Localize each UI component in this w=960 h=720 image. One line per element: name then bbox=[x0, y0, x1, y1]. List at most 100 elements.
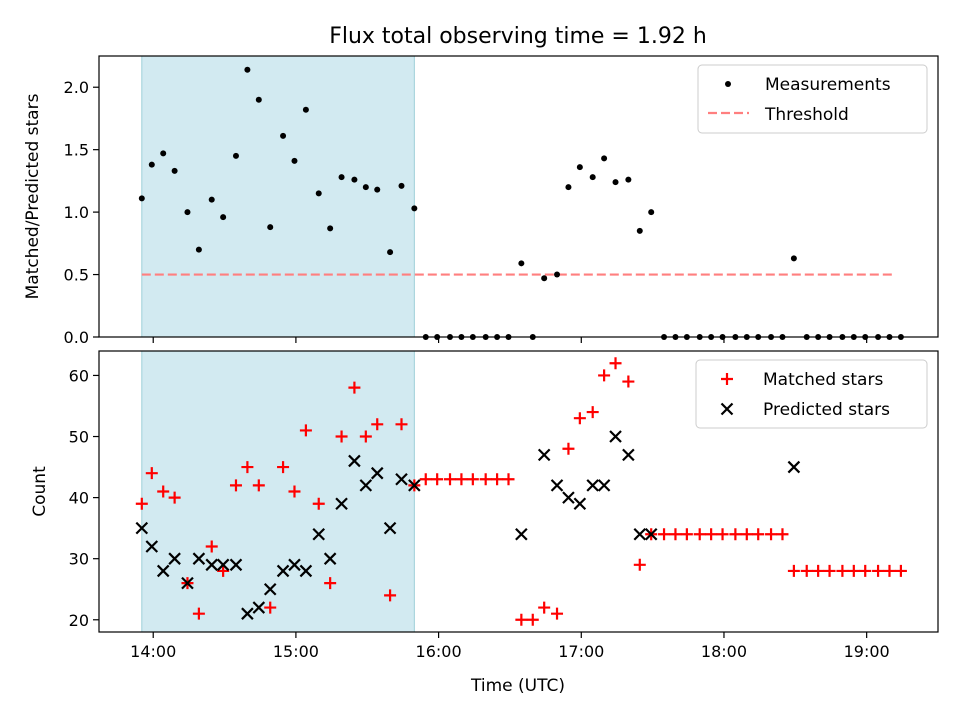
legend-measurements-marker bbox=[725, 81, 731, 87]
chart-title: Flux total observing time = 1.92 h bbox=[329, 24, 707, 49]
measurement-point bbox=[148, 161, 155, 168]
predicted-star-point bbox=[135, 521, 149, 535]
predicted-star-point bbox=[229, 558, 243, 572]
matched-star-point bbox=[729, 528, 742, 541]
measurement-point bbox=[220, 214, 227, 221]
predicted-star-point bbox=[537, 448, 551, 462]
matched-star-point bbox=[359, 430, 372, 443]
matched-star-point bbox=[538, 601, 551, 614]
x-tick-label: 15:00 bbox=[273, 642, 319, 661]
measurement-point bbox=[327, 225, 334, 232]
legend-matched-marker bbox=[721, 373, 733, 385]
matched-star-point bbox=[693, 528, 706, 541]
measurement-point bbox=[362, 184, 369, 191]
predicted-star-point bbox=[348, 454, 361, 468]
matched-star-point bbox=[586, 406, 599, 419]
predicted-star-point bbox=[241, 607, 254, 620]
matched-star-point bbox=[859, 564, 872, 577]
predicted-star-point bbox=[644, 527, 658, 541]
top-x-tick-marks bbox=[152, 337, 868, 343]
top-y-axis: 0.0 0.5 1.0 1.5 2.0 bbox=[64, 78, 99, 347]
top-y-tick-label: 0.5 bbox=[64, 266, 89, 285]
matched-star-point bbox=[526, 613, 539, 626]
legend-measurements-label: Measurements bbox=[765, 75, 891, 95]
matched-star-point bbox=[299, 424, 312, 437]
matched-star-point bbox=[752, 528, 765, 541]
predicted-star-point bbox=[550, 479, 564, 492]
matched-star-point bbox=[680, 528, 693, 541]
measurement-point bbox=[244, 66, 251, 73]
predicted-star-point bbox=[205, 558, 219, 572]
predicted-star-point bbox=[597, 479, 611, 492]
bottom-y-tick-label: 20 bbox=[69, 611, 89, 630]
measurement-point bbox=[636, 227, 643, 234]
matched-star-point bbox=[847, 564, 860, 577]
matched-star-point bbox=[502, 473, 515, 486]
matched-star-point bbox=[598, 369, 611, 382]
matched-star-point bbox=[419, 473, 432, 486]
x-tick-label: 14:00 bbox=[130, 642, 176, 661]
predicted-star-point bbox=[335, 497, 348, 510]
matched-star-point bbox=[252, 479, 265, 492]
matched-star-point bbox=[800, 564, 813, 577]
predicted-star-point bbox=[395, 473, 408, 486]
matched-star-point bbox=[776, 528, 789, 541]
measurement-point bbox=[160, 150, 167, 157]
predicted-star-point bbox=[370, 466, 384, 480]
x-tick-label: 16:00 bbox=[416, 642, 462, 661]
top-y-tick-label: 0.0 bbox=[64, 328, 89, 347]
measurement-point bbox=[267, 224, 274, 231]
predicted-star-point bbox=[586, 479, 599, 492]
predicted-star-point bbox=[288, 558, 301, 572]
matched-star-point bbox=[573, 412, 586, 425]
predicted-star-point bbox=[192, 552, 206, 565]
matched-star-point bbox=[740, 528, 753, 541]
bottom-y-tick-label: 30 bbox=[69, 550, 89, 569]
matched-star-point bbox=[288, 485, 301, 498]
measurement-point bbox=[625, 176, 632, 183]
predicted-star-point bbox=[609, 430, 622, 443]
measurement-point bbox=[184, 209, 191, 216]
x-tick-label: 19:00 bbox=[844, 642, 890, 661]
predicted-star-point bbox=[299, 564, 313, 578]
measurement-point bbox=[576, 164, 583, 171]
measurement-point bbox=[338, 174, 345, 181]
x-tick-label: 17:00 bbox=[558, 642, 604, 661]
matched-star-point bbox=[217, 564, 230, 577]
matched-star-point bbox=[192, 607, 205, 620]
matched-star-point bbox=[765, 528, 778, 541]
bottom-highlight-band bbox=[141, 350, 415, 633]
measurement-point bbox=[601, 155, 608, 162]
measurement-point bbox=[315, 190, 322, 197]
matched-star-point bbox=[823, 564, 836, 577]
matched-star-point bbox=[157, 485, 170, 498]
predicted-star-point bbox=[156, 564, 170, 578]
matched-star-point bbox=[135, 497, 148, 510]
matched-star-point bbox=[787, 564, 800, 577]
top-y-tick-label: 2.0 bbox=[64, 78, 89, 97]
legend-frame bbox=[695, 359, 928, 429]
predicted-star-point bbox=[252, 601, 266, 614]
legend-predicted-label: Predicted stars bbox=[763, 400, 890, 420]
predicted-star-point bbox=[787, 460, 801, 474]
measurement-point bbox=[138, 195, 145, 202]
matched-star-point bbox=[872, 564, 885, 577]
matched-star-point bbox=[205, 540, 218, 553]
measurement-point bbox=[208, 196, 215, 203]
matched-star-point bbox=[622, 375, 635, 388]
measurement-point bbox=[648, 209, 655, 216]
matched-star-point bbox=[264, 601, 277, 614]
bottom-panel: 20 30 40 50 60 14:00 15:00 16:00 17:00 18:00 19:0… bbox=[30, 350, 939, 696]
predicted-star-point bbox=[562, 491, 575, 504]
predicted-star-point bbox=[408, 479, 421, 492]
measurement-point bbox=[411, 205, 418, 212]
matched-star-point bbox=[455, 473, 468, 486]
top-highlight-band bbox=[141, 55, 415, 338]
bottom-legend: Matched stars Predicted stars bbox=[695, 359, 928, 429]
bottom-plot-area bbox=[135, 357, 907, 626]
measurement-point bbox=[565, 184, 572, 191]
matched-star-point bbox=[551, 607, 564, 620]
top-axes-frame bbox=[98, 55, 939, 338]
matched-star-point bbox=[836, 564, 849, 577]
matched-star-point bbox=[491, 473, 504, 486]
